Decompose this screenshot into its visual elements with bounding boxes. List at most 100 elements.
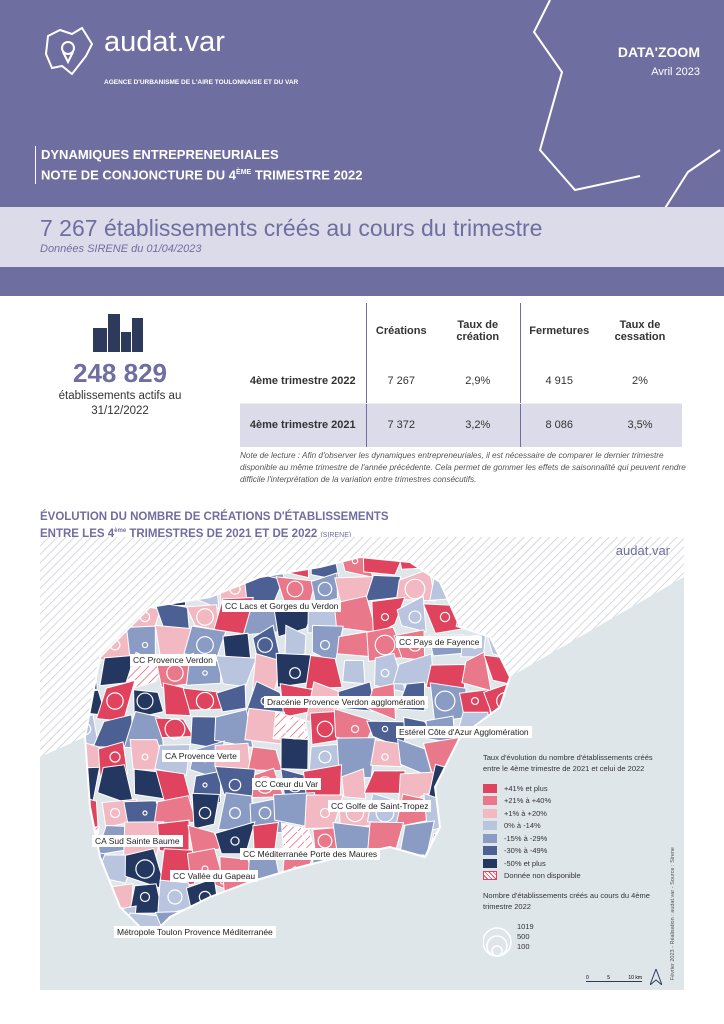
legend-label: +21% à +40%	[504, 796, 552, 806]
commune-area	[305, 654, 343, 690]
table-row: 4ème trimestre 2022 7 267 2,9% 4 915 2%	[240, 359, 682, 404]
legend-label: +41% et plus	[504, 783, 548, 793]
publication-date: Avril 2023	[651, 66, 700, 78]
active-establishments: 248 829 établissements actifs au 31/12/2…	[40, 314, 200, 419]
creation-bubble	[229, 807, 241, 819]
creation-bubble	[404, 578, 426, 600]
commune-area	[280, 737, 309, 771]
creation-bubble	[351, 557, 359, 565]
creation-bubble	[141, 641, 149, 649]
title-text: ENTRE LES 4	[40, 527, 115, 540]
commune-area	[272, 711, 310, 742]
commune-area	[342, 659, 366, 685]
creation-bubble	[257, 637, 273, 653]
reading-note: Note de lecture : Afin d'observer les dy…	[240, 451, 686, 484]
map-label: Métropole Toulon Provence Méditerranée	[114, 926, 276, 938]
creation-bubble	[136, 692, 154, 710]
cell: 7 267	[365, 359, 436, 404]
creation-bubble	[319, 639, 331, 651]
creation-bubble	[202, 670, 208, 676]
legend-label: -15% à -29%	[504, 833, 548, 843]
creation-bubble	[408, 610, 422, 624]
cell: 3,5%	[598, 403, 682, 447]
choropleth-map: audat.var CC Lacs et Gorges du Verdon CC…	[40, 537, 684, 990]
creation-bubble	[202, 782, 208, 788]
creation-bubble	[284, 718, 306, 740]
creation-bubble	[141, 753, 149, 761]
legend-item: +21% à +40%	[483, 795, 663, 808]
data-source: Données SIRENE du 01/04/2023	[40, 243, 202, 255]
creation-bubble	[318, 750, 332, 764]
creation-bubble	[470, 696, 480, 706]
creation-bubble	[167, 889, 183, 905]
row-label: 4ème trimestre 2021	[240, 403, 366, 447]
legend-label: Donnée non disponible	[504, 871, 581, 881]
title-text: TRIMESTRE 2022	[251, 167, 363, 183]
buildings-icon	[93, 314, 143, 352]
legend-swatch	[483, 858, 497, 868]
table-row: 4ème trimestre 2021 7 372 3,2% 8 086 3,5%	[240, 403, 682, 447]
commune-area	[215, 683, 247, 713]
cell: 3,2%	[436, 403, 520, 447]
col-header: Fermetures	[519, 303, 598, 359]
title-line1: DYNAMIQUES ENTREPRENEURIALES	[41, 147, 279, 162]
scale-label: 0	[586, 975, 589, 981]
commune-area	[341, 768, 367, 800]
legend-swatch	[483, 846, 497, 856]
map-source: (SIRENE)	[320, 531, 352, 539]
map-label: CC Vallée du Gapeau	[170, 870, 259, 882]
cell: 2,9%	[436, 359, 520, 404]
size-label: 100	[517, 942, 530, 951]
logo-name: audat.var	[104, 26, 225, 58]
legend-swatch	[483, 833, 497, 843]
stat-value: 248 829	[73, 358, 167, 388]
map-label: CC Pays de Fayence	[396, 636, 483, 648]
cell: 8 086	[519, 403, 598, 447]
legend-item: -50% et plus	[483, 857, 663, 870]
size-label: 1019	[517, 922, 534, 931]
scale-bar: 0 5 10 km	[586, 975, 642, 982]
size-legend-title: Nombre d'établissements créés au cours d…	[483, 891, 650, 911]
commune-area	[191, 792, 221, 830]
creation-bubble	[434, 690, 456, 712]
creation-bubble	[380, 612, 390, 622]
creation-bubble	[109, 751, 121, 763]
commune-area	[396, 595, 427, 633]
headline: 7 267 établissements créés au cours du t…	[40, 215, 543, 241]
legend-swatch	[483, 871, 497, 881]
legend-item: -15% à -29%	[483, 832, 663, 845]
legend-item: Donnée non disponible	[483, 870, 663, 883]
creation-bubble	[319, 807, 331, 819]
map-title: ÉVOLUTION DU NOMBRE DE CRÉATIONS D'ÉTABL…	[40, 510, 389, 543]
creation-bubble	[230, 836, 240, 846]
creation-bubble	[317, 833, 333, 849]
title-text: TRIMESTRES DE 2021 ET DE 2022	[126, 527, 318, 540]
legend-item: 0% à -14%	[483, 820, 663, 833]
commune-area	[370, 739, 402, 768]
map-title-line2: ENTRE LES 4ème TRIMESTRES DE 2021 ET DE …	[40, 524, 389, 543]
legend-swatch	[483, 796, 497, 806]
scale-label: 5	[607, 975, 610, 981]
map-canvas	[40, 537, 684, 990]
legend-title: Taux d'évolution du nombre d'établisseme…	[483, 753, 653, 773]
creation-bubble	[135, 859, 155, 879]
map-label: CC Méditerranée Porte des Maures	[240, 848, 381, 860]
creation-bubble	[139, 611, 151, 623]
legend-item: +41% et plus	[483, 782, 663, 795]
series-name: DATA'ZOOM	[617, 44, 700, 60]
creation-bubble	[381, 725, 389, 733]
creation-bubble	[380, 668, 390, 678]
legend-label: -30% à -49%	[504, 846, 548, 856]
map-label: Dracénie Provence Verdon agglomération	[264, 696, 428, 708]
creation-bubble	[106, 692, 124, 710]
commune-area	[133, 689, 165, 719]
map-logo: audat.var	[615, 543, 670, 558]
creation-bubble	[258, 806, 272, 820]
map-credit: Février 2023 - Réalisation : audat.var -…	[670, 846, 676, 980]
creation-bubble	[142, 810, 148, 816]
creation-bubble	[374, 634, 396, 656]
cell: 7 372	[365, 403, 436, 447]
creation-bubble	[109, 807, 121, 819]
commune-area	[155, 769, 192, 805]
creation-bubble	[289, 667, 301, 679]
